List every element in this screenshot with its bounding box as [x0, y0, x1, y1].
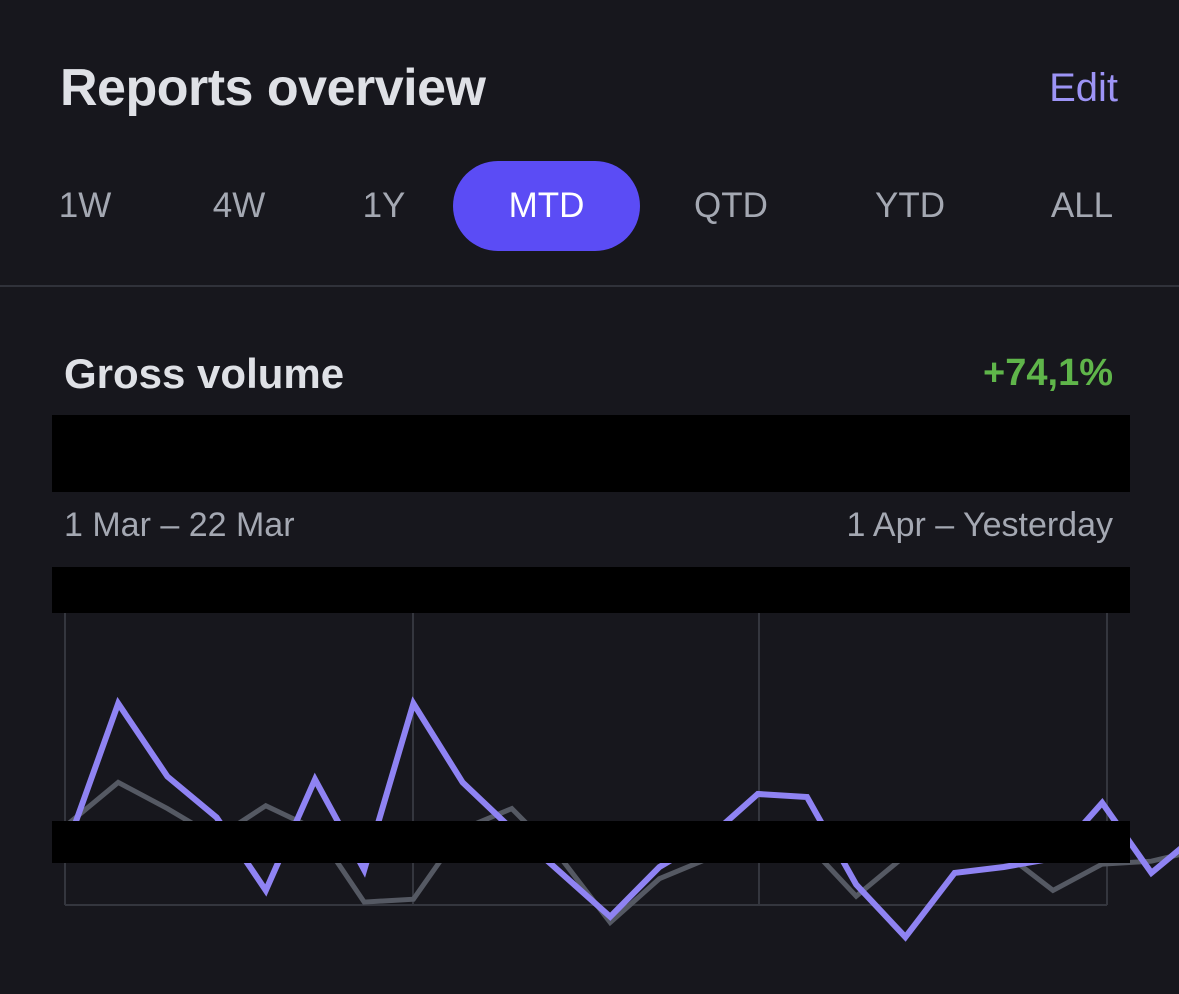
redacted-axis-top: [52, 567, 1130, 613]
page-title: Reports overview: [60, 59, 486, 117]
edit-button[interactable]: Edit: [1049, 65, 1118, 110]
header: Reports overview Edit: [60, 56, 1118, 120]
period-selector: 1W 4W 1Y MTD QTD YTD ALL: [0, 161, 1179, 251]
period-tab-1w[interactable]: 1W: [58, 186, 112, 225]
current-period-line: [66, 696, 1179, 942]
gross-volume-title: Gross volume: [64, 350, 345, 397]
period-tab-qtd[interactable]: QTD: [694, 186, 768, 225]
period-tab-all[interactable]: ALL: [1050, 186, 1114, 225]
section-divider: [0, 285, 1179, 287]
previous-period-range: 1 Mar – 22 Mar: [64, 506, 295, 544]
gross-volume-change-badge: +74,1%: [983, 352, 1113, 394]
period-tab-1y[interactable]: 1Y: [362, 186, 406, 225]
period-tab-mtd[interactable]: MTD: [453, 161, 640, 251]
chart-series: [66, 696, 1179, 942]
redacted-amount: [52, 415, 1130, 492]
period-tab-4w[interactable]: 4W: [212, 186, 266, 225]
redacted-axis-bottom: [52, 821, 1130, 863]
current-period-range: 1 Apr – Yesterday: [846, 506, 1113, 544]
period-tab-ytd[interactable]: YTD: [875, 186, 945, 225]
